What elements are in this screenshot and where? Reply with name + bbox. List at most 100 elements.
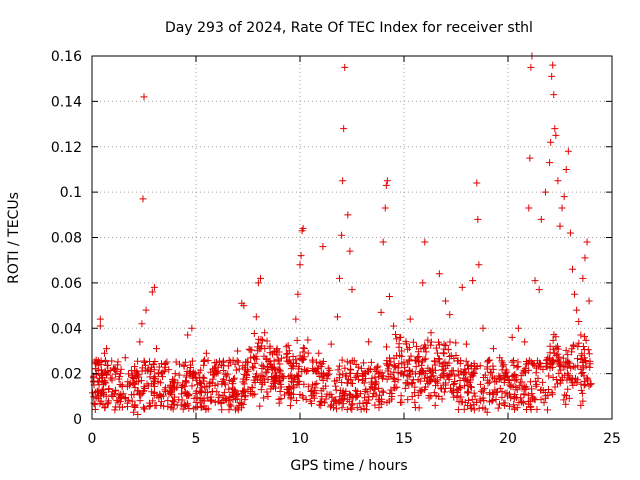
data-point xyxy=(489,345,497,353)
data-point xyxy=(192,387,200,395)
data-point xyxy=(496,400,504,408)
data-point xyxy=(575,317,583,325)
data-point xyxy=(284,341,292,349)
data-point xyxy=(460,370,468,378)
data-point xyxy=(295,372,303,380)
data-point xyxy=(323,375,331,383)
data-point xyxy=(129,379,137,387)
data-point xyxy=(141,367,149,375)
data-point xyxy=(561,391,569,399)
data-point xyxy=(517,394,525,402)
data-point xyxy=(486,378,494,386)
data-point xyxy=(117,392,125,400)
data-point xyxy=(457,393,465,401)
data-point xyxy=(545,372,553,380)
data-point xyxy=(125,370,133,378)
data-point xyxy=(458,398,466,406)
data-point xyxy=(412,342,420,350)
data-point xyxy=(475,261,483,269)
data-point xyxy=(201,356,209,364)
data-point xyxy=(251,359,259,367)
data-point xyxy=(533,405,541,413)
data-point xyxy=(95,381,103,389)
data-point xyxy=(249,363,256,371)
data-point xyxy=(177,390,185,398)
data-point xyxy=(138,320,146,328)
y-tick-label: 0.16 xyxy=(51,49,82,65)
data-point xyxy=(140,403,148,411)
data-point xyxy=(363,400,371,408)
data-point xyxy=(354,363,362,371)
data-point xyxy=(220,375,228,383)
data-point xyxy=(446,311,454,319)
data-point xyxy=(225,406,233,414)
data-point xyxy=(230,392,238,400)
data-point xyxy=(256,274,264,282)
data-point xyxy=(394,364,402,372)
data-point xyxy=(209,375,217,383)
data-point xyxy=(254,279,262,287)
data-point xyxy=(252,313,260,321)
data-point xyxy=(317,387,325,395)
data-point xyxy=(111,406,119,414)
data-point xyxy=(439,349,447,357)
data-point xyxy=(367,358,375,366)
data-point xyxy=(427,392,435,400)
data-point xyxy=(219,366,227,374)
data-point xyxy=(582,336,590,344)
data-point xyxy=(579,274,587,282)
data-point xyxy=(143,380,151,388)
data-point xyxy=(180,383,188,391)
data-point xyxy=(304,336,312,344)
data-point xyxy=(134,410,142,418)
data-point xyxy=(170,400,178,408)
data-point xyxy=(569,375,577,383)
data-point xyxy=(319,369,327,377)
data-point xyxy=(341,364,349,372)
data-point xyxy=(338,404,346,412)
data-point xyxy=(396,398,404,406)
data-point xyxy=(512,384,520,391)
data-point xyxy=(257,386,265,394)
data-point xyxy=(108,376,116,384)
data-point xyxy=(308,400,316,408)
data-point xyxy=(310,394,318,402)
data-point xyxy=(348,286,356,294)
data-point xyxy=(574,343,582,351)
grid-layer xyxy=(92,56,612,419)
data-point xyxy=(559,354,567,362)
data-point xyxy=(167,384,175,392)
data-point xyxy=(169,397,177,405)
data-point xyxy=(430,389,438,397)
data-point xyxy=(564,351,572,359)
data-point xyxy=(481,371,489,379)
data-point xyxy=(121,395,129,403)
data-point xyxy=(405,366,413,374)
data-point xyxy=(361,394,369,402)
data-point xyxy=(248,384,256,392)
data-point xyxy=(335,362,343,370)
data-point xyxy=(385,373,393,381)
data-point xyxy=(585,350,593,358)
data-point xyxy=(403,372,411,380)
data-point xyxy=(392,330,400,338)
data-point xyxy=(553,342,561,350)
data-point xyxy=(581,254,589,262)
data-point xyxy=(500,371,508,379)
y-tick-label: 0 xyxy=(73,412,82,428)
data-point xyxy=(566,229,574,237)
data-point xyxy=(385,354,393,362)
data-point xyxy=(432,344,440,352)
data-point xyxy=(440,350,448,358)
data-point xyxy=(270,364,278,372)
data-point xyxy=(581,356,589,364)
data-point xyxy=(346,359,354,367)
data-point xyxy=(382,181,390,189)
data-point xyxy=(560,193,568,201)
data-point xyxy=(238,392,246,400)
data-point xyxy=(196,379,204,387)
data-point xyxy=(546,360,554,368)
data-point xyxy=(289,390,297,398)
data-point xyxy=(260,394,268,402)
